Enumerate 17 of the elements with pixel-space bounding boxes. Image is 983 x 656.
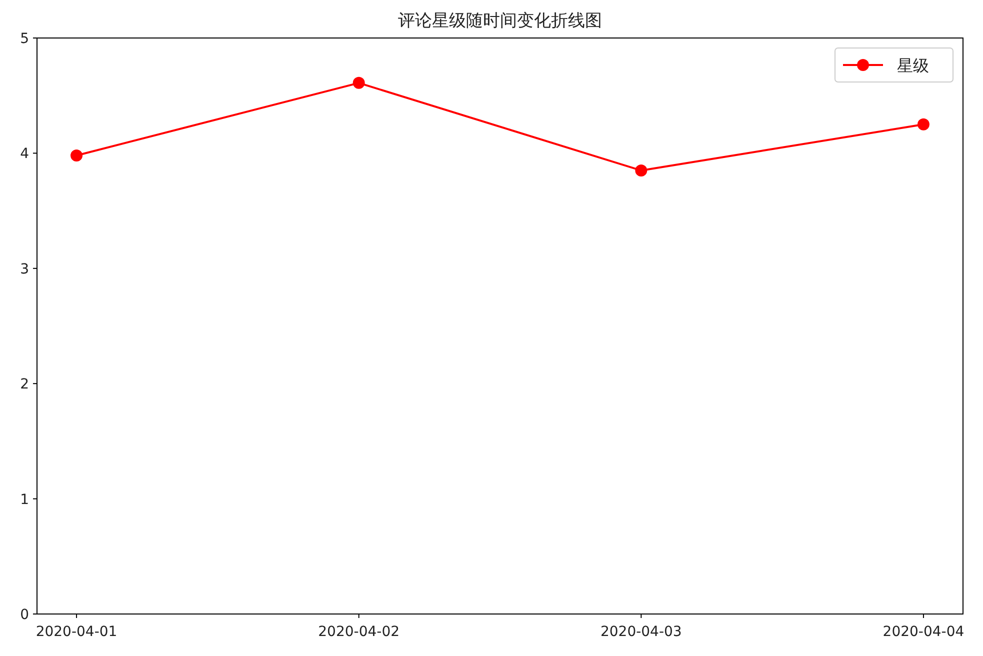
x-tick-label: 2020-04-04 <box>882 624 964 640</box>
y-tick-label: 2 <box>20 376 29 393</box>
x-tick-label: 2020-04-03 <box>600 624 682 640</box>
chart-title: 评论星级随时间变化折线图 <box>398 11 602 31</box>
y-tick-label: 0 <box>20 607 29 623</box>
x-tick-label: 2020-04-01 <box>36 624 118 640</box>
legend: 星级 <box>834 48 954 82</box>
y-tick-label: 4 <box>20 146 30 162</box>
point <box>635 164 648 176</box>
y-tick-label: 1 <box>20 492 29 508</box>
point <box>917 118 930 130</box>
y-tick-label: 3 <box>20 261 29 278</box>
point <box>352 76 365 89</box>
x-tick-label: 2020-04-02 <box>318 624 400 640</box>
y-tick-label: 5 <box>20 31 29 47</box>
point <box>70 150 83 162</box>
legend-label: 星级 <box>897 56 929 75</box>
